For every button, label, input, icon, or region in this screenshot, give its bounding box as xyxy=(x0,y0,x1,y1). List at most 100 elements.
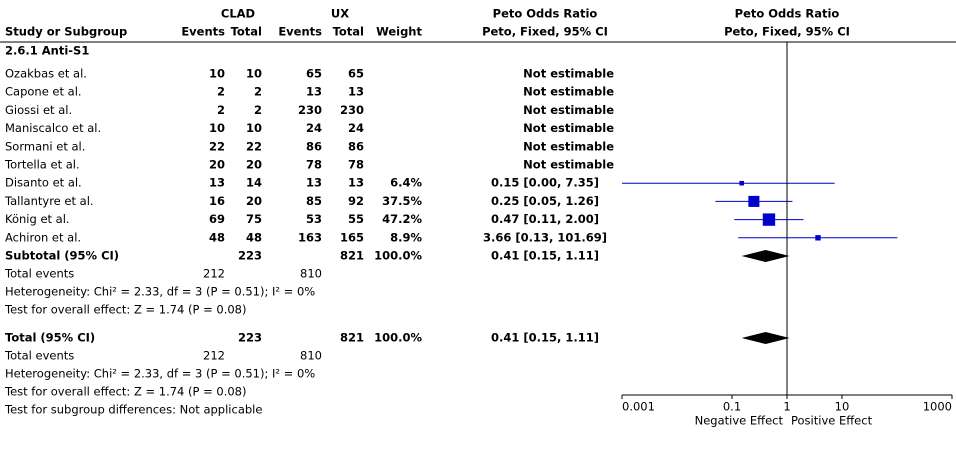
cell-n2: 24 xyxy=(348,121,364,135)
study-name: Tortella et al. xyxy=(4,158,80,172)
cell-n1: 48 xyxy=(246,230,262,244)
summary-diamond xyxy=(741,250,790,262)
cell-n1: 75 xyxy=(246,212,262,226)
cell-e2: 78 xyxy=(306,158,322,172)
cell-n2: 165 xyxy=(340,230,364,244)
x-tick-label: 1 xyxy=(783,400,790,414)
cell-n2: 13 xyxy=(348,176,364,190)
cell-n1: 223 xyxy=(238,331,262,345)
cell-n1: 10 xyxy=(246,121,262,135)
column-header: Peto, Fixed, 95% CI xyxy=(724,25,850,39)
column-group: UX xyxy=(331,7,349,21)
column-group: Peto Odds Ratio xyxy=(735,7,840,21)
study-marker xyxy=(739,180,744,186)
study-name: Sormani et al. xyxy=(5,139,85,153)
ci-label: Not estimable xyxy=(523,121,614,135)
cell-n2: 55 xyxy=(348,212,364,226)
study-marker xyxy=(748,195,760,207)
column-group: Peto Odds Ratio xyxy=(493,7,598,21)
column-header: Total xyxy=(231,25,262,39)
ci-label: Not estimable xyxy=(523,158,614,172)
weight: 100.0% xyxy=(374,249,422,263)
cell-e2: 86 xyxy=(306,139,322,153)
cell-e2: 24 xyxy=(306,121,322,135)
column-header: Events xyxy=(181,25,225,39)
cell-e1: 212 xyxy=(203,267,225,281)
cell-n2: 78 xyxy=(348,158,364,172)
note: Test for overall effect: Z = 1.74 (P = 0… xyxy=(4,385,247,399)
summary-name: Subtotal (95% CI) xyxy=(5,249,119,263)
cell-n2: 230 xyxy=(340,103,364,117)
cell-e2: 13 xyxy=(306,85,322,99)
note: Heterogeneity: Chi² = 2.33, df = 3 (P = … xyxy=(5,367,315,381)
cell-n1: 22 xyxy=(246,139,262,153)
cell-e2: 13 xyxy=(306,176,322,190)
note: Test for subgroup differences: Not appli… xyxy=(4,403,262,417)
summary-name: Total (95% CI) xyxy=(5,331,95,345)
cell-e2: 65 xyxy=(306,67,322,81)
cell-n1: 10 xyxy=(246,67,262,81)
cell-n2: 86 xyxy=(348,139,364,153)
study-name: König et al. xyxy=(5,212,70,226)
cell-e1: 10 xyxy=(209,121,225,135)
weight: 8.9% xyxy=(390,230,422,244)
ci-label: 0.15 [0.00, 7.35] xyxy=(491,176,599,190)
ci-label: Not estimable xyxy=(523,103,614,117)
cell-n2: 821 xyxy=(340,249,364,263)
cell-e1: 16 xyxy=(209,194,225,208)
cell-n2: 821 xyxy=(340,331,364,345)
cell-e1: 212 xyxy=(203,349,225,363)
study-name: Capone et al. xyxy=(5,85,82,99)
note: Heterogeneity: Chi² = 2.33, df = 3 (P = … xyxy=(5,285,315,299)
cell-n1: 2 xyxy=(254,103,262,117)
study-name: Achiron et al. xyxy=(5,230,81,244)
study-name: Maniscalco et al. xyxy=(5,121,101,135)
events-label: Total events xyxy=(4,349,74,363)
study-name: Disanto et al. xyxy=(5,176,82,190)
ci-label: Not estimable xyxy=(523,85,614,99)
column-header: Weight xyxy=(376,25,422,39)
weight: 6.4% xyxy=(390,176,422,190)
x-tick-label: 0.1 xyxy=(723,400,741,414)
ci-label: 3.66 [0.13, 101.69] xyxy=(483,230,607,244)
cell-n1: 20 xyxy=(246,194,262,208)
cell-e1: 10 xyxy=(209,67,225,81)
ci-label: Not estimable xyxy=(523,67,614,81)
cell-n1: 20 xyxy=(246,158,262,172)
cell-n1: 14 xyxy=(246,176,262,190)
cell-e1: 20 xyxy=(209,158,225,172)
cell-e1: 22 xyxy=(209,139,225,153)
weight: 47.2% xyxy=(382,212,422,226)
cell-e2: 85 xyxy=(306,194,322,208)
cell-n1: 223 xyxy=(238,249,262,263)
ci-label: 0.47 [0.11, 2.00] xyxy=(491,212,599,226)
study-marker xyxy=(762,213,776,226)
favours-left: Negative Effect xyxy=(695,414,784,428)
cell-e1: 2 xyxy=(217,103,225,117)
ci-label: Not estimable xyxy=(523,139,614,153)
column-header: Peto, Fixed, 95% CI xyxy=(482,25,608,39)
x-tick-label: 0.001 xyxy=(622,400,655,414)
subgroup-title: 2.6.1 Anti-S1 xyxy=(5,44,89,58)
ci-label: 0.41 [0.15, 1.11] xyxy=(491,249,599,263)
cell-e1: 48 xyxy=(209,230,225,244)
cell-n2: 65 xyxy=(348,67,364,81)
cell-e2: 163 xyxy=(298,230,322,244)
study-marker xyxy=(815,235,821,241)
cell-e2: 53 xyxy=(306,212,322,226)
study-name: Tallantyre et al. xyxy=(4,194,94,208)
cell-e1: 13 xyxy=(209,176,225,190)
x-tick-label: 10 xyxy=(835,400,850,414)
cell-n1: 2 xyxy=(254,85,262,99)
cell-e1: 69 xyxy=(209,212,225,226)
column-header: Events xyxy=(278,25,322,39)
favours-right: Positive Effect xyxy=(791,414,873,428)
ci-label: 0.41 [0.15, 1.11] xyxy=(491,331,599,345)
column-group: CLAD xyxy=(221,7,255,21)
column-header: Study or Subgroup xyxy=(5,25,127,39)
weight: 100.0% xyxy=(374,331,422,345)
events-label: Total events xyxy=(4,267,74,281)
summary-diamond xyxy=(741,332,790,344)
cell-e2: 230 xyxy=(298,103,322,117)
